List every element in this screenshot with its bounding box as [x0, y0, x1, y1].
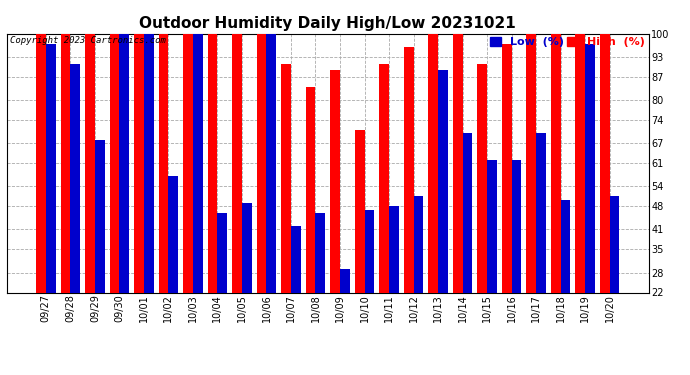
Bar: [364, 210, 374, 366]
Bar: [502, 44, 511, 366]
Bar: [438, 70, 448, 366]
Bar: [428, 34, 438, 366]
Bar: [600, 34, 610, 366]
Bar: [291, 226, 301, 366]
Bar: [340, 269, 350, 366]
Bar: [46, 44, 56, 366]
Bar: [487, 160, 497, 366]
Bar: [70, 64, 80, 366]
Bar: [242, 203, 252, 366]
Bar: [95, 140, 105, 366]
Bar: [208, 34, 217, 366]
Bar: [85, 34, 95, 366]
Bar: [511, 160, 522, 366]
Bar: [526, 34, 536, 366]
Bar: [477, 64, 487, 366]
Bar: [389, 206, 399, 366]
Bar: [193, 34, 203, 366]
Bar: [282, 64, 291, 366]
Bar: [61, 34, 70, 366]
Bar: [610, 196, 620, 366]
Legend: Low  (%), High  (%): Low (%), High (%): [488, 35, 647, 50]
Bar: [232, 34, 242, 366]
Bar: [257, 34, 266, 366]
Bar: [306, 87, 315, 366]
Bar: [355, 130, 364, 366]
Bar: [217, 213, 227, 366]
Bar: [404, 47, 413, 366]
Bar: [462, 133, 473, 366]
Bar: [168, 176, 178, 366]
Bar: [380, 64, 389, 366]
Bar: [159, 34, 168, 366]
Bar: [134, 34, 144, 366]
Title: Outdoor Humidity Daily High/Low 20231021: Outdoor Humidity Daily High/Low 20231021: [139, 16, 516, 31]
Bar: [585, 44, 595, 366]
Bar: [536, 133, 546, 366]
Text: Copyright 2023 Cartronics.com: Copyright 2023 Cartronics.com: [10, 36, 166, 45]
Bar: [119, 34, 129, 366]
Bar: [36, 34, 46, 366]
Bar: [266, 34, 276, 366]
Bar: [110, 34, 119, 366]
Bar: [560, 200, 571, 366]
Bar: [453, 34, 462, 366]
Bar: [144, 34, 154, 366]
Bar: [315, 213, 325, 366]
Bar: [575, 34, 585, 366]
Bar: [331, 70, 340, 366]
Bar: [551, 34, 560, 366]
Bar: [413, 196, 424, 366]
Bar: [183, 34, 193, 366]
